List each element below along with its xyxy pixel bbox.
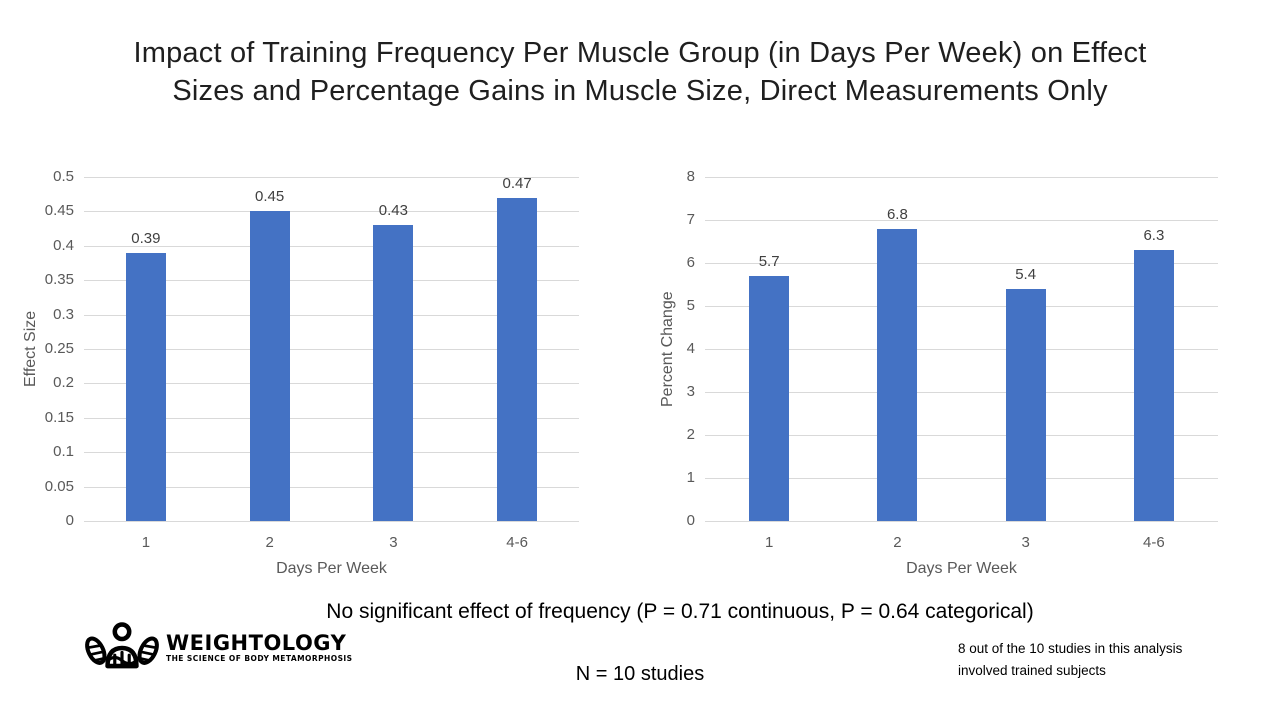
x-tick-label: 2 — [893, 534, 902, 551]
bar — [373, 225, 414, 521]
bar-value-label: 0.39 — [131, 229, 161, 247]
bar — [877, 228, 918, 521]
y-tick-label: 0.45 — [44, 202, 74, 220]
y-tick-label: 8 — [686, 168, 695, 185]
sample-size-note: N = 10 studies — [575, 663, 705, 685]
gridline — [84, 383, 579, 385]
bar — [749, 275, 790, 521]
bar — [1133, 250, 1174, 521]
gridline — [705, 263, 1218, 264]
gridline — [84, 245, 579, 247]
bar — [125, 252, 166, 521]
gridline — [84, 314, 579, 316]
gridline — [84, 417, 579, 419]
y-tick-label: 0.4 — [53, 236, 74, 254]
significance-note: No significant effect of frequency (P = … — [326, 600, 1034, 623]
weightology-logo-icon — [84, 620, 160, 676]
bar-value-label: 0.43 — [378, 202, 408, 220]
bar — [497, 197, 538, 521]
y-tick-label: 0 — [686, 512, 695, 529]
gridline — [705, 478, 1218, 479]
y-tick-label: 0.1 — [53, 443, 74, 461]
y-tick-label: 0.25 — [44, 340, 74, 357]
y-tick-label: 0 — [65, 512, 74, 529]
weightology-logo: WEIGHTOLOGY THE SCIENCE OF BODY METAMORP… — [84, 620, 353, 676]
bar-value-label: 6.8 — [886, 205, 908, 223]
page-title-line-2: Sizes and Percentage Gains in Muscle Siz… — [172, 75, 1108, 107]
trained-subjects-note: 8 out of the 10 studies in this analysis… — [958, 641, 1183, 678]
y-tick-label: 0.3 — [53, 305, 74, 323]
y-tick-label: 6 — [686, 254, 695, 271]
gridline — [705, 220, 1218, 221]
bar-value-label: 6.3 — [1143, 227, 1165, 245]
bar — [1005, 288, 1046, 521]
x-tick-label: 3 — [1021, 534, 1030, 551]
page-title: Impact of Training Frequency Per Muscle … — [0, 34, 1280, 110]
y-tick-label: 3 — [686, 383, 695, 400]
gridline — [84, 486, 579, 488]
gridline — [705, 435, 1218, 436]
gridline — [705, 521, 1218, 522]
page-title-line-1: Impact of Training Frequency Per Muscle … — [133, 37, 1147, 69]
x-axis-title: Days Per Week — [906, 560, 1017, 577]
chart-percent-change: Percent Change Days Per Week 8 7 6 5 4 3 2 1 0 5.… — [645, 160, 1240, 585]
y-tick-label: 0.35 — [44, 271, 74, 289]
gridline — [84, 177, 579, 178]
x-tick-label: 4-6 — [1143, 534, 1165, 551]
y-tick-label: 7 — [686, 211, 695, 228]
bar — [249, 211, 290, 521]
gridline — [705, 349, 1218, 350]
bar-value-label: 5.7 — [758, 252, 780, 270]
logo-name: WEIGHTOLOGY — [166, 631, 347, 655]
x-tick-label: 1 — [764, 534, 774, 551]
x-axis-title: Days Per Week — [276, 560, 387, 577]
x-tick-label: 2 — [265, 534, 274, 551]
chart-effect-size: Effect Size Days Per Week 0.5 0.45 0.4 0.35… — [20, 160, 600, 585]
logo-text-block: WEIGHTOLOGY THE SCIENCE OF BODY METAMORP… — [166, 632, 353, 664]
x-tick-label: 1 — [141, 534, 151, 551]
gridline — [84, 521, 579, 522]
bar-value-label: 5.4 — [1015, 265, 1037, 283]
y-tick-label: 0.2 — [53, 374, 74, 392]
gridline — [84, 349, 579, 350]
y-tick-label: 4 — [686, 340, 695, 357]
gridline — [705, 392, 1218, 393]
y-tick-label: 2 — [686, 426, 695, 443]
x-tick-label: 3 — [389, 534, 398, 551]
gridline — [705, 306, 1218, 307]
y-tick-label: 0.15 — [44, 408, 74, 426]
x-tick-label: 4-6 — [506, 534, 528, 551]
gridline — [705, 177, 1218, 178]
y-tick-label: 0.5 — [53, 168, 74, 185]
y-tick-label: 1 — [686, 469, 695, 486]
gridline — [84, 211, 579, 213]
y-tick-label: 0.05 — [44, 477, 74, 495]
gridline — [84, 452, 579, 454]
bar-value-label: 0.45 — [255, 188, 285, 206]
logo-tagline: THE SCIENCE OF BODY METAMORPHOSIS — [166, 654, 353, 663]
gridline — [84, 280, 579, 282]
bar-value-label: 0.47 — [502, 174, 532, 192]
y-tick-label: 5 — [686, 297, 695, 314]
